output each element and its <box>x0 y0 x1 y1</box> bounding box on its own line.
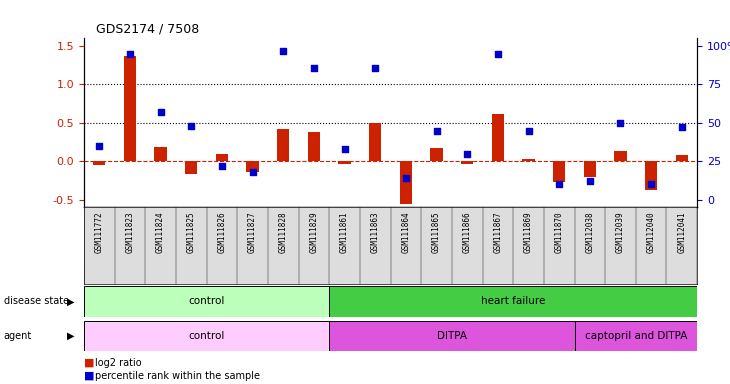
Text: GSM112038: GSM112038 <box>585 211 594 253</box>
Text: GSM111864: GSM111864 <box>402 211 410 253</box>
Text: GSM111870: GSM111870 <box>555 211 564 253</box>
Text: GSM111824: GSM111824 <box>156 211 165 253</box>
Text: GSM111867: GSM111867 <box>493 211 502 253</box>
Bar <box>308 132 320 161</box>
Point <box>615 120 626 126</box>
Bar <box>575 321 697 351</box>
Text: GDS2174 / 7508: GDS2174 / 7508 <box>96 23 199 36</box>
Bar <box>339 161 350 164</box>
Text: GSM111866: GSM111866 <box>463 211 472 253</box>
Text: agent: agent <box>4 331 32 341</box>
Text: GSM111863: GSM111863 <box>371 211 380 253</box>
Bar <box>431 148 442 161</box>
Bar <box>277 129 289 161</box>
Bar <box>584 161 596 177</box>
Bar <box>645 161 657 190</box>
Bar <box>124 56 136 161</box>
Point <box>216 163 228 169</box>
Bar <box>369 123 381 161</box>
Point <box>523 127 534 134</box>
Bar <box>553 161 565 182</box>
Text: GSM111825: GSM111825 <box>187 211 196 253</box>
Text: GSM111826: GSM111826 <box>218 211 226 253</box>
Point <box>124 51 136 57</box>
Point <box>247 169 258 175</box>
Bar <box>615 151 626 161</box>
Text: percentile rank within the sample: percentile rank within the sample <box>95 371 260 381</box>
Point <box>492 51 504 57</box>
Text: GSM111829: GSM111829 <box>310 211 318 253</box>
Point <box>431 127 442 134</box>
Text: captopril and DITPA: captopril and DITPA <box>585 331 687 341</box>
Bar <box>155 147 166 161</box>
Point <box>308 65 320 71</box>
Text: GSM111861: GSM111861 <box>340 211 349 253</box>
Text: GSM111827: GSM111827 <box>248 211 257 253</box>
Point <box>155 109 166 115</box>
Text: log2 ratio: log2 ratio <box>95 358 142 368</box>
Text: GSM111869: GSM111869 <box>524 211 533 253</box>
Bar <box>84 321 329 351</box>
Point <box>676 124 688 131</box>
Text: ▶: ▶ <box>67 331 74 341</box>
Bar <box>329 321 575 351</box>
Bar <box>329 286 697 317</box>
Point <box>369 65 381 71</box>
Bar <box>676 155 688 161</box>
Bar <box>523 159 534 161</box>
Text: GSM111823: GSM111823 <box>126 211 134 253</box>
Bar <box>492 114 504 161</box>
Point <box>645 181 657 187</box>
Point <box>400 175 412 181</box>
Text: DITPA: DITPA <box>437 331 467 341</box>
Bar <box>461 161 473 164</box>
Text: GSM112040: GSM112040 <box>647 211 656 253</box>
Text: GSM112039: GSM112039 <box>616 211 625 253</box>
Text: heart failure: heart failure <box>481 296 545 306</box>
Bar <box>216 154 228 161</box>
Text: disease state: disease state <box>4 296 69 306</box>
Text: control: control <box>188 296 225 306</box>
Text: ▶: ▶ <box>67 296 74 306</box>
Bar <box>247 161 258 172</box>
Point <box>461 151 473 157</box>
Point <box>277 48 289 54</box>
Text: GSM111828: GSM111828 <box>279 211 288 253</box>
Point <box>553 181 565 187</box>
Point <box>584 178 596 184</box>
Bar <box>84 286 329 317</box>
Text: GSM111772: GSM111772 <box>95 211 104 253</box>
Text: control: control <box>188 331 225 341</box>
Text: ■: ■ <box>84 358 94 368</box>
Bar <box>400 161 412 204</box>
Text: GSM112041: GSM112041 <box>677 211 686 253</box>
Bar <box>93 161 105 165</box>
Bar <box>185 161 197 174</box>
Text: GSM111865: GSM111865 <box>432 211 441 253</box>
Text: ■: ■ <box>84 371 94 381</box>
Point <box>185 123 197 129</box>
Point <box>339 146 350 152</box>
Point <box>93 143 105 149</box>
